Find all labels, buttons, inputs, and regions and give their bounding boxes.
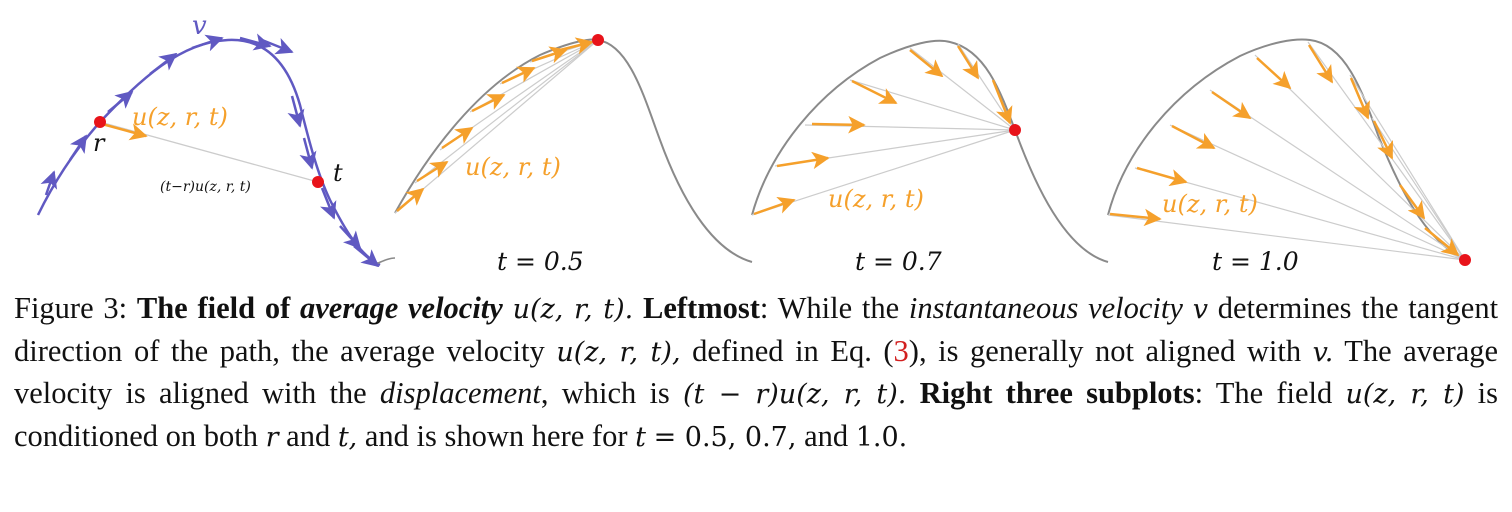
caption-text: is conditioned on both [14,376,1499,453]
t-caption: t = 0.7 [855,247,942,276]
caption-title-math: u(z, r, t). [512,294,634,325]
u-label: u(z, r, t) [828,185,924,213]
caption-math: u(z, r, t) [1345,379,1465,410]
caption-text: and is [364,418,437,453]
v-arrow [261,38,294,55]
v-arrow [287,95,305,128]
caption-math: = 0.5, 0.7, [653,421,797,453]
path-curve [394,38,753,263]
caption-italic: displacement [379,376,541,410]
point-t [592,34,604,46]
caption-math: t, [337,421,358,453]
caption-text: , which is [540,376,670,410]
chords [1107,41,1466,261]
caption-italic: instantaneous velocity [908,291,1183,325]
caption-text: is generally not aligned with [938,333,1302,368]
path-tail [375,257,396,265]
caption-text: and [286,418,331,453]
right-label: Right three subplots [919,376,1195,410]
point-t [1459,254,1471,266]
v-arrow [107,90,134,113]
chords [394,39,599,214]
caption-text: The average velocity is aligned with the [14,333,1499,411]
figure-canvas: v r t u(z, r, t) (t−r)u(z, r, t) [36,11,1471,276]
figure-caption: Figure 3: The field of average velocity … [14,288,1498,458]
v-arrow [320,187,337,220]
average-velocity-arrow [101,122,148,141]
point-t [312,176,324,188]
path-curve [751,39,1109,263]
caption-text: determines the tangent direction of the … [14,291,1499,368]
caption-text: defined in Eq. ( [692,333,894,368]
v-arrow [68,134,88,161]
u-label: u(z, r, t) [132,103,228,131]
v-arrow [149,52,178,75]
u-label: u(z, r, t) [465,153,561,181]
caption-math: u(z, r, t), [556,336,681,368]
caption-math: t [635,421,646,453]
caption-text: shown here for [444,418,628,453]
t-caption: t = 0.5 [497,247,584,276]
path-curve [1107,38,1466,261]
equation-ref-link[interactable]: 3 [893,333,909,368]
caption-math: v [1192,294,1208,325]
u-label: u(z, r, t) [1162,190,1258,218]
avg-velocity-arrows [753,45,1013,216]
caption-text: ), [908,333,927,368]
v-arrow [339,225,362,250]
leftmost-label: Leftmost [643,291,760,325]
caption-text: : The field [1194,376,1333,410]
avg-velocity-arrows [1109,44,1460,257]
caption-title: The field of average velocity [136,291,503,325]
subplot-t07: u(z, r, t) t = 0.7 [751,39,1109,276]
subplot-t05: u(z, r, t) t = 0.5 [394,34,753,276]
point-r [94,116,106,128]
v-arrow [239,33,272,51]
r-label: r [93,129,106,157]
caption-math: (t − r)u(z, r, t). [683,379,907,410]
displacement-label: (t−r)u(z, r, t) [160,179,251,195]
avg-velocity-arrows [396,37,594,212]
caption-math: 1.0. [855,421,908,453]
v-arrow [191,34,224,52]
v-label: v [192,11,207,41]
velocity-arrows [40,33,380,268]
caption-math: r [265,421,279,453]
point-t [1009,124,1021,136]
v-arrow [353,245,380,268]
figure-label: Figure 3: [14,291,128,325]
left-panel: v r t u(z, r, t) (t−r)u(z, r, t) [36,11,396,268]
figure-3: v r t u(z, r, t) (t−r)u(z, r, t) [36,11,1471,276]
t-label: t [333,159,343,187]
caption-text: and [804,418,849,453]
subplot-t10: u(z, r, t) t = 1.0 [1107,38,1471,276]
caption-text: : While the [759,291,900,325]
displacement-chord [99,121,319,183]
caption-math: v. [1312,336,1334,368]
v-arrow [299,137,317,170]
t-caption: t = 1.0 [1212,247,1299,276]
v-arrow [40,170,58,196]
